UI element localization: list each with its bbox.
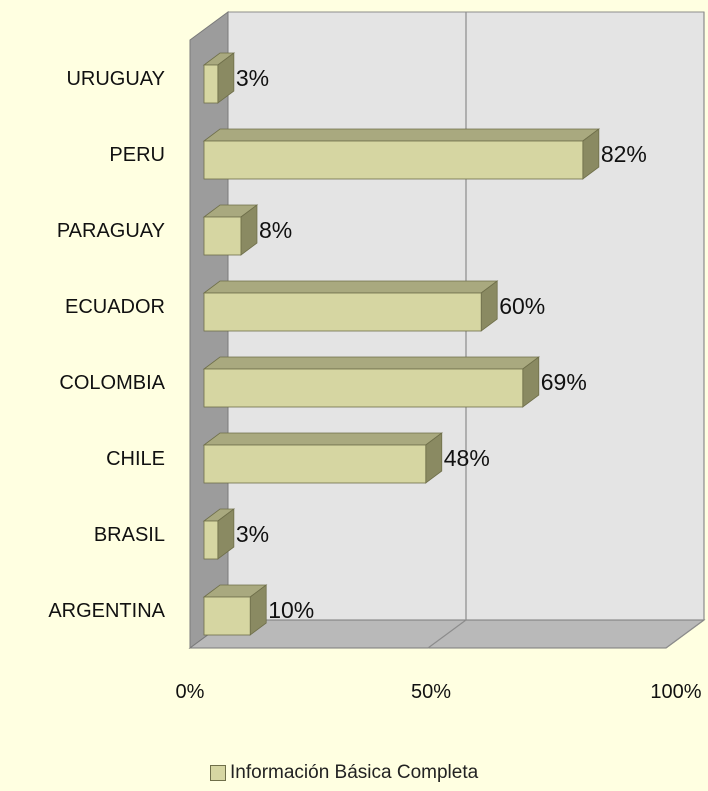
x-tick-label: 100% bbox=[650, 681, 701, 703]
legend-swatch bbox=[210, 765, 226, 781]
category-label: PARAGUAY bbox=[57, 220, 165, 242]
legend: Información Básica Completa bbox=[210, 762, 478, 784]
data-label: 10% bbox=[268, 597, 314, 623]
bar-top bbox=[202, 280, 499, 294]
category-label: COLOMBIA bbox=[59, 372, 165, 394]
bar bbox=[203, 596, 251, 636]
category-label: ARGENTINA bbox=[48, 600, 165, 622]
bar bbox=[203, 216, 242, 256]
data-label: 48% bbox=[444, 445, 490, 471]
gridline bbox=[427, 619, 467, 649]
category-label: URUGUAY bbox=[66, 68, 165, 90]
data-label: 69% bbox=[541, 369, 587, 395]
x-tick-label: 50% bbox=[411, 681, 451, 703]
category-label: CHILE bbox=[106, 448, 165, 470]
bar bbox=[203, 292, 482, 332]
bar bbox=[203, 444, 427, 484]
bar bbox=[203, 368, 524, 408]
legend-label: Información Básica Completa bbox=[230, 762, 479, 783]
data-label: 8% bbox=[259, 217, 292, 243]
bar bbox=[203, 64, 219, 104]
bar-top bbox=[202, 432, 443, 446]
bar-top bbox=[202, 356, 540, 370]
gridline bbox=[665, 619, 705, 649]
category-label: ECUADOR bbox=[65, 296, 165, 318]
category-label: BRASIL bbox=[94, 524, 165, 546]
category-label: PERU bbox=[109, 144, 165, 166]
data-label: 82% bbox=[601, 141, 647, 167]
data-label: 60% bbox=[499, 293, 545, 319]
bar-top bbox=[202, 128, 601, 142]
data-label: 3% bbox=[236, 521, 269, 547]
x-tick-label: 0% bbox=[176, 681, 205, 703]
data-label: 3% bbox=[236, 65, 269, 91]
bar bbox=[203, 140, 584, 180]
bar bbox=[203, 520, 219, 560]
